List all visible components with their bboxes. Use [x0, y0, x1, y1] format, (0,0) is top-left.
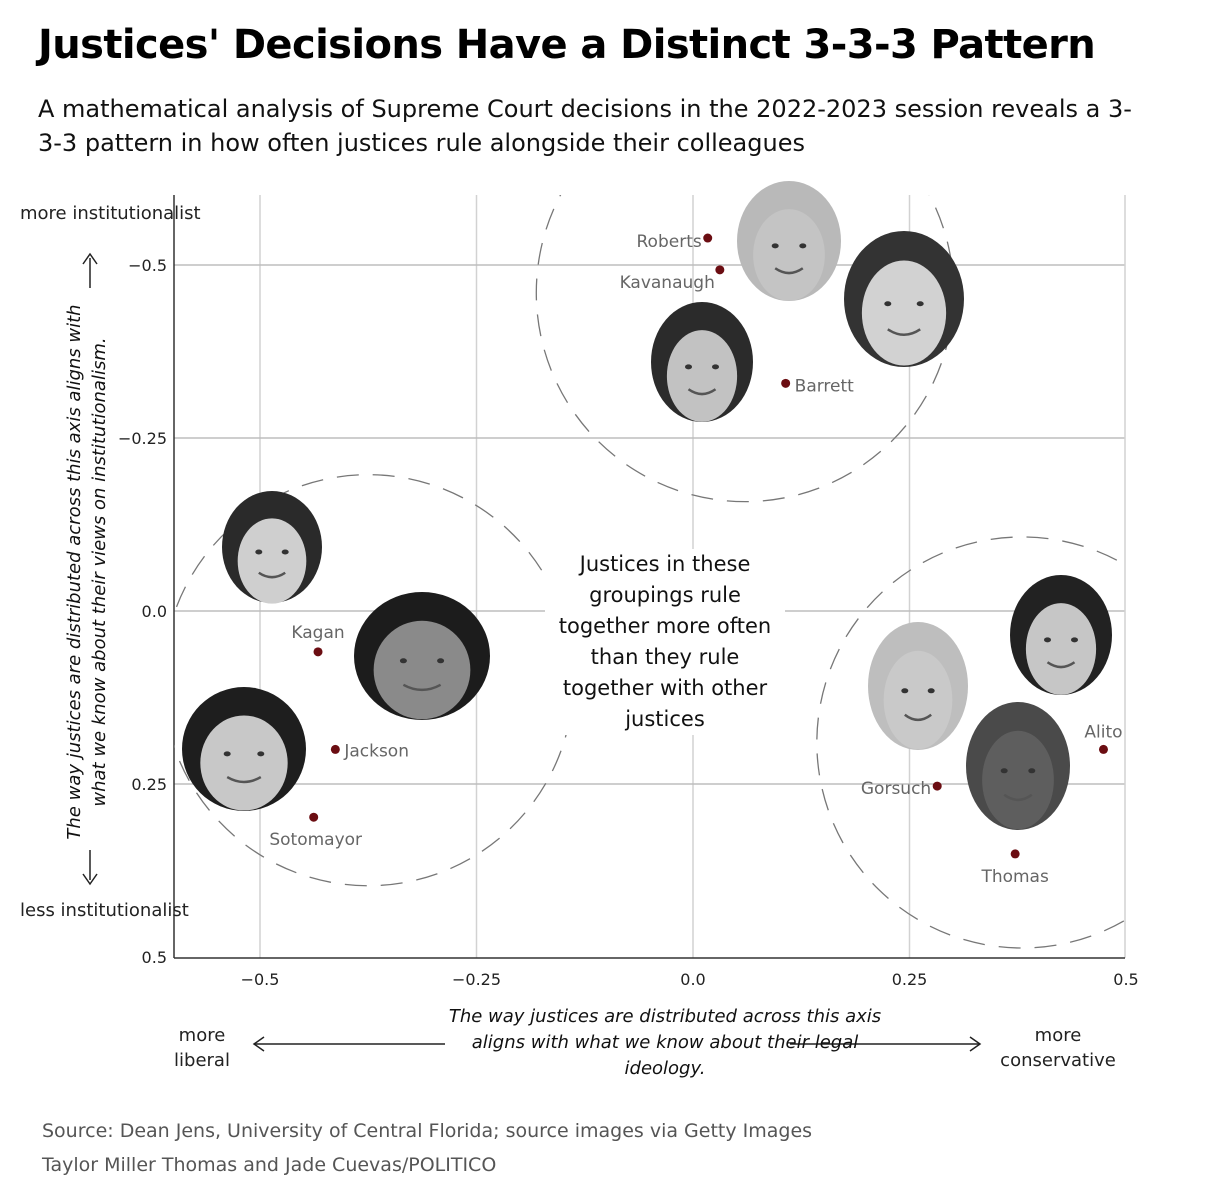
alito-portrait — [1010, 575, 1112, 695]
point-label-thomas: Thomas — [980, 867, 1049, 887]
gorsuch-portrait — [868, 622, 968, 750]
y-tick-label: 0.5 — [142, 948, 167, 967]
jackson-portrait — [354, 592, 490, 720]
data-point-roberts — [703, 233, 713, 243]
x-tick-label: 0.0 — [680, 970, 705, 989]
point-label-kavanaugh: Kavanaugh — [620, 273, 715, 293]
x-tick-label: −0.25 — [452, 970, 501, 989]
point-label-roberts: Roberts — [637, 232, 702, 252]
x-right-end-label: more conservative — [1000, 1025, 1116, 1071]
y-up-arrow-head — [82, 252, 98, 265]
x-tick-label: 0.5 — [1113, 970, 1138, 989]
group-annotation: Justices in these groupings rule togethe… — [545, 549, 785, 735]
data-point-barrett — [781, 378, 791, 388]
x-left-arrow-head — [252, 1036, 265, 1052]
kagan-portrait — [222, 491, 322, 604]
data-point-jackson — [330, 744, 340, 754]
thomas-portrait — [966, 702, 1070, 830]
chart-subtitle: A mathematical analysis of Supreme Court… — [38, 95, 1132, 157]
barrett-portrait — [844, 231, 964, 367]
y-axis-caption: The way justices are distributed across … — [64, 304, 110, 840]
y-tick-label: −0.25 — [118, 429, 167, 448]
sotomayor-portrait — [182, 687, 306, 811]
roberts-portrait — [737, 181, 841, 301]
x-tick-label: 0.25 — [892, 970, 928, 989]
x-right-arrow-head — [969, 1036, 982, 1052]
credit-note: Taylor Miller Thomas and Jade Cuevas/POL… — [42, 1154, 497, 1176]
data-point-sotomayor — [309, 812, 319, 822]
point-label-jackson: Jackson — [343, 741, 409, 761]
x-axis-caption: The way justices are distributed across … — [448, 1006, 882, 1079]
x-tick-label: −0.5 — [241, 970, 280, 989]
point-label-gorsuch: Gorsuch — [861, 779, 931, 799]
data-point-alito — [1098, 744, 1108, 754]
point-label-alito: Alito — [1084, 722, 1122, 742]
source-note: Source: Dean Jens, University of Central… — [42, 1120, 813, 1142]
y-tick-label: −0.5 — [128, 256, 167, 275]
x-left-end-label: more liberal — [174, 1025, 230, 1071]
point-label-sotomayor: Sotomayor — [269, 830, 362, 850]
scatter-chart: −0.5 −0.25 0.0 0.25 0.5 −0.5 −0.25 0.0 0.25 0.5 Ka… — [82, 181, 1139, 1052]
data-point-thomas — [1010, 849, 1020, 859]
point-label-barrett: Barrett — [795, 376, 855, 396]
chart-title: Justices' Decisions Have a Distinct 3-3-… — [38, 22, 1096, 68]
point-label-kagan: Kagan — [291, 623, 344, 643]
y-bottom-end-label: less institutionalist — [20, 900, 189, 921]
y-top-end-label: more institutionalist — [20, 203, 201, 224]
data-point-kagan — [313, 647, 323, 657]
kavanaugh-portrait — [651, 302, 753, 422]
y-tick-label: 0.0 — [142, 602, 167, 621]
data-point-gorsuch — [932, 781, 942, 791]
y-tick-label: 0.25 — [131, 775, 167, 794]
data-point-kavanaugh — [715, 265, 725, 275]
y-down-arrow-head — [82, 873, 98, 886]
